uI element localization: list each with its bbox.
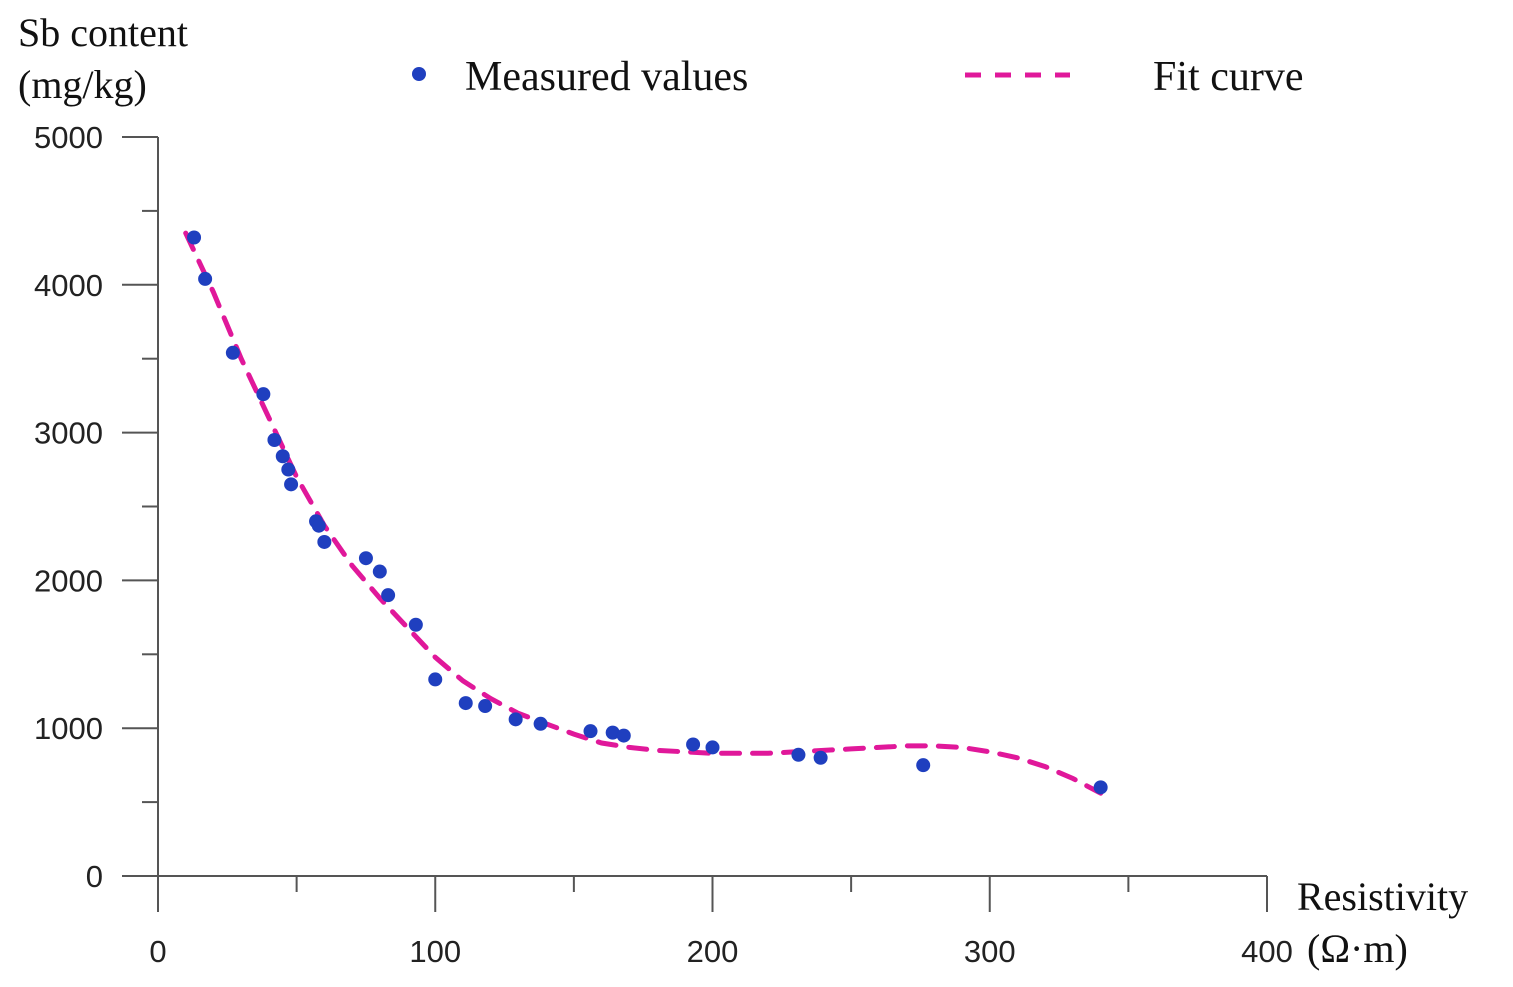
measured-point [428, 672, 443, 687]
x-tick-label: 0 [149, 934, 166, 969]
measured-point [916, 758, 931, 773]
measured-point [508, 712, 523, 727]
x-tick-label: 300 [964, 934, 1016, 969]
x-tick-label: 200 [687, 934, 739, 969]
measured-point [583, 724, 598, 739]
measured-point [478, 699, 493, 714]
measured-point [605, 725, 620, 740]
legend: Measured values Fit curve [412, 54, 1303, 100]
measured-point [187, 230, 202, 245]
measured-point [408, 617, 423, 632]
measured-point [533, 716, 548, 731]
measured-point [458, 696, 473, 711]
measured-point [281, 462, 296, 477]
measured-point [225, 345, 240, 360]
measured-point [813, 750, 828, 765]
measured-point [791, 747, 806, 762]
measured-point [381, 588, 396, 603]
legend-fit-label: Fit curve [1153, 54, 1303, 100]
axes [157, 137, 1267, 877]
y-axis-title-line1: Sb content [18, 10, 188, 55]
legend-measured-label: Measured values [465, 54, 748, 100]
measured-point [267, 432, 282, 447]
y-axis-ticks: 0 1000 2000 3000 4000 5000 [34, 120, 158, 894]
y-tick-label: 2000 [34, 563, 103, 598]
measured-point [705, 740, 720, 755]
measured-point [616, 728, 631, 743]
measured-point [284, 477, 299, 492]
measured-point [686, 737, 701, 752]
measured-point [317, 534, 332, 549]
x-tick-label: 100 [409, 934, 461, 969]
measured-point [1093, 780, 1108, 795]
x-axis-title-line1: Resistivity [1297, 874, 1468, 919]
fit-curve-line [183, 230, 1104, 796]
measured-point [358, 551, 373, 566]
y-axis-title-line2: (mg/kg) [18, 62, 147, 107]
y-tick-label: 0 [86, 859, 103, 894]
measured-points [187, 230, 1108, 795]
legend-measured-marker [412, 67, 426, 81]
x-axis-title-line2: (Ω·m) [1307, 926, 1408, 971]
x-tick-label: 400 [1241, 934, 1293, 969]
measured-point [311, 518, 326, 533]
y-tick-label: 5000 [34, 120, 103, 155]
measured-point [198, 271, 213, 286]
y-tick-label: 3000 [34, 416, 103, 451]
measured-point [275, 449, 290, 464]
y-tick-label: 1000 [34, 711, 103, 746]
y-tick-label: 4000 [34, 268, 103, 303]
measured-point [372, 564, 387, 579]
measured-point [256, 387, 271, 402]
x-axis-ticks: 0 100 200 300 400 [149, 876, 1293, 969]
